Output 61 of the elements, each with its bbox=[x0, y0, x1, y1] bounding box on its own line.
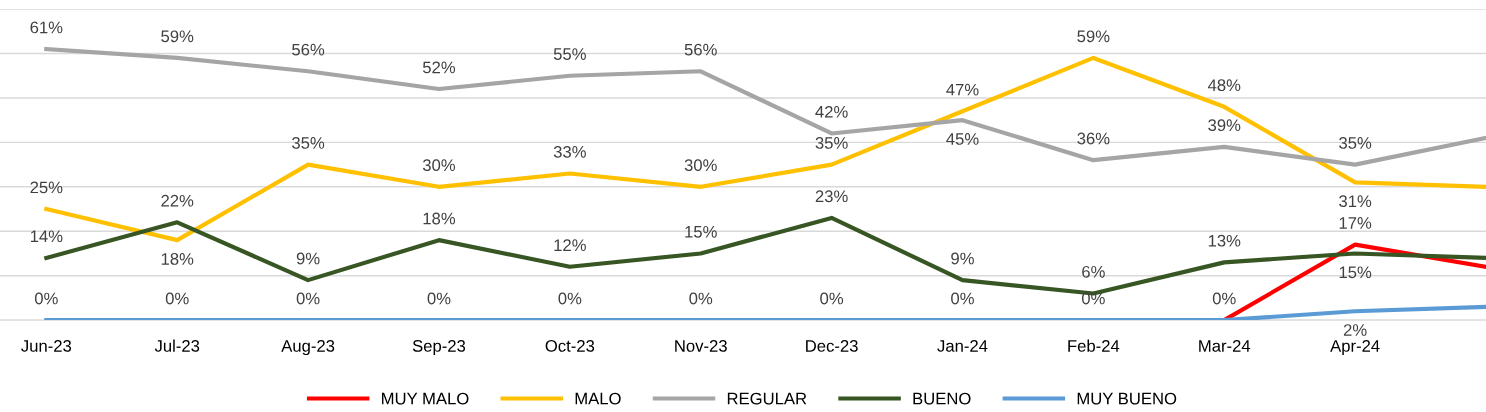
data-label: 13% bbox=[1208, 234, 1241, 247]
data-label: 0% bbox=[427, 292, 451, 305]
data-label: 15% bbox=[685, 225, 717, 238]
data-label: 59% bbox=[161, 30, 194, 43]
data-label: 35% bbox=[1339, 137, 1372, 149]
data-label: 14% bbox=[30, 230, 63, 243]
data-label: 0% bbox=[951, 292, 974, 305]
data-label: 12% bbox=[554, 239, 586, 251]
legend-label: REGULAR bbox=[727, 392, 807, 405]
x-tick-label: Nov-23 bbox=[675, 340, 727, 352]
data-label: 0% bbox=[165, 292, 189, 305]
data-label: 56% bbox=[684, 43, 717, 56]
legend-label: MALO bbox=[575, 392, 621, 405]
x-tick-label: Jun-23 bbox=[21, 340, 72, 352]
data-label: 47% bbox=[946, 83, 979, 96]
data-label: 2% bbox=[1343, 324, 1367, 336]
data-label: 36% bbox=[1077, 132, 1110, 145]
data-label: 59% bbox=[1077, 30, 1110, 43]
data-label: 35% bbox=[815, 137, 848, 149]
data-label: 0% bbox=[296, 292, 320, 305]
data-label: 9% bbox=[951, 252, 974, 265]
data-label: 18% bbox=[423, 212, 456, 225]
x-tick-label: Feb-24 bbox=[1068, 339, 1120, 352]
legend-label: MUY MALO bbox=[382, 392, 469, 405]
data-label: 31% bbox=[1339, 195, 1372, 208]
data-label: 0% bbox=[558, 292, 582, 305]
data-label: 0% bbox=[689, 292, 713, 305]
data-label: 56% bbox=[292, 43, 325, 56]
data-label: 17% bbox=[1339, 217, 1372, 229]
data-label: 0% bbox=[820, 292, 844, 305]
data-label: 30% bbox=[684, 159, 717, 172]
data-label: 30% bbox=[422, 159, 456, 172]
x-tick-label: Mar-24 bbox=[1199, 340, 1251, 352]
data-label: 61% bbox=[30, 21, 63, 34]
data-label: 42% bbox=[815, 105, 848, 118]
x-tick-label: Sep-23 bbox=[412, 340, 466, 356]
data-label: 0% bbox=[1212, 292, 1236, 305]
data-label: 52% bbox=[422, 61, 456, 74]
x-tick-label: Oct-23 bbox=[545, 340, 595, 352]
x-tick-label: Jan-24 bbox=[937, 340, 988, 352]
data-label: 48% bbox=[1207, 79, 1241, 92]
data-label: 6% bbox=[1082, 265, 1105, 278]
data-label: 0% bbox=[1081, 292, 1105, 305]
data-label: 23% bbox=[815, 190, 848, 203]
x-tick-label: Dec-23 bbox=[806, 340, 858, 352]
data-label: 35% bbox=[292, 137, 325, 149]
data-label: 0% bbox=[34, 292, 58, 305]
data-label: 18% bbox=[161, 253, 194, 265]
data-label: 25% bbox=[30, 181, 63, 194]
x-tick-label: Aug-23 bbox=[281, 340, 335, 356]
legend-label: BUENO bbox=[913, 392, 971, 405]
x-tick-label: Apr-24 bbox=[1330, 340, 1380, 356]
data-label: 22% bbox=[161, 194, 194, 207]
data-label: 33% bbox=[553, 145, 586, 158]
data-label: 9% bbox=[296, 252, 320, 265]
data-label: 45% bbox=[946, 133, 979, 145]
x-tick-label: Jul-23 bbox=[154, 339, 200, 352]
data-label: 39% bbox=[1208, 119, 1241, 132]
data-label: 15% bbox=[1339, 266, 1372, 279]
legend-label: MUY BUENO bbox=[1077, 392, 1177, 405]
data-label: 55% bbox=[553, 48, 586, 60]
